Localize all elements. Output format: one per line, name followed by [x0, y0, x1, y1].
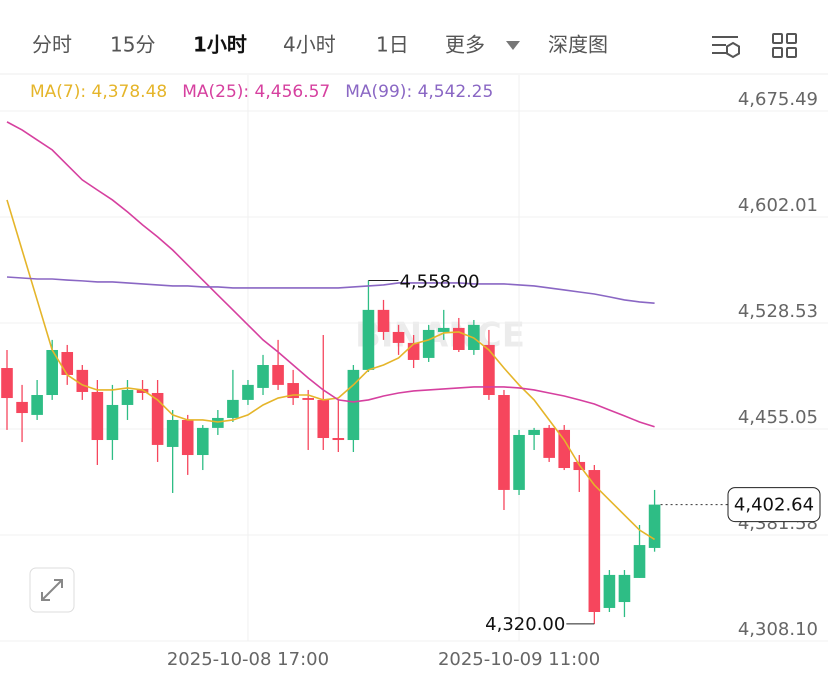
- candle-body: [392, 331, 405, 343]
- candle-body: [618, 574, 631, 603]
- candle-body: [287, 383, 299, 399]
- settings-icon[interactable]: [712, 36, 740, 59]
- candle-body: [558, 429, 571, 469]
- ma-line: [6, 199, 656, 541]
- y-tick-label: 4,455.05: [738, 407, 818, 428]
- ma-line: [6, 276, 655, 304]
- candle-body: [588, 470, 601, 613]
- dropdown-arrow[interactable]: [506, 41, 520, 50]
- candle-body: [227, 399, 239, 418]
- x-tick-label: 2025-10-08 17:00: [167, 649, 329, 670]
- candle-body: [437, 327, 450, 332]
- candle-body: [212, 417, 224, 428]
- candle-body: [76, 369, 89, 392]
- x-tick-label: 2025-10-09 11:00: [438, 649, 600, 670]
- tab[interactable]: 4小时: [283, 33, 336, 57]
- candle-body: [31, 395, 43, 415]
- candle-body: [648, 504, 661, 548]
- candle-body: [407, 342, 420, 360]
- candle-body: [242, 384, 254, 400]
- expand-button[interactable]: [29, 567, 75, 613]
- tab[interactable]: 15分: [110, 33, 155, 57]
- tab[interactable]: 更多: [445, 33, 485, 57]
- tab[interactable]: 分时: [32, 33, 72, 57]
- candle-body: [61, 352, 74, 375]
- y-tick-label: 4,675.49: [738, 89, 818, 110]
- candle-body: [257, 364, 269, 388]
- legend-entry: MA(25): 4,456.57: [182, 82, 330, 102]
- legend-entry: MA(99): 4,542.25: [345, 82, 493, 102]
- candle-body: [151, 392, 164, 445]
- candle-body: [332, 438, 345, 441]
- candle-body: [377, 309, 390, 332]
- y-tick-label: 4,308.10: [738, 619, 818, 640]
- candle-body: [166, 419, 179, 447]
- candle-body: [106, 404, 119, 441]
- low-marker-label: 4,320.00: [485, 614, 565, 635]
- candle-body: [136, 388, 149, 393]
- candle-body: [347, 369, 360, 441]
- candle-body: [1, 368, 13, 399]
- candle-body: [483, 344, 495, 396]
- candle-body: [453, 327, 465, 350]
- last-price-box: [727, 487, 821, 523]
- tab[interactable]: 1小时: [193, 33, 247, 57]
- tab[interactable]: 1日: [376, 33, 409, 57]
- ma-line: [6, 121, 655, 428]
- candle-body: [181, 419, 194, 456]
- high-marker-label: 4,558.00: [399, 271, 479, 292]
- tab[interactable]: 深度图: [548, 33, 608, 57]
- candle-body: [121, 389, 134, 405]
- y-tick-label: 4,602.01: [738, 195, 818, 216]
- candle-body: [633, 545, 646, 578]
- candle-body: [317, 399, 330, 439]
- candle-body: [498, 395, 510, 490]
- candle-body: [528, 429, 540, 435]
- candle-body: [91, 391, 104, 441]
- candle-body: [603, 574, 616, 608]
- candle-body: [272, 364, 284, 385]
- candle-body: [196, 427, 209, 456]
- candle-body: [422, 329, 435, 358]
- candle-body: [513, 434, 525, 490]
- last-price-label: 4,402.64: [734, 495, 814, 516]
- candle-body: [543, 427, 555, 458]
- candle-body: [362, 309, 375, 370]
- layout-icon[interactable]: [772, 33, 797, 58]
- candle-body: [302, 398, 314, 400]
- candle-body: [46, 349, 58, 396]
- candle-body: [16, 401, 28, 414]
- y-tick-label: 4,528.53: [738, 301, 818, 322]
- legend-entry: MA(7): 4,378.48: [30, 82, 167, 102]
